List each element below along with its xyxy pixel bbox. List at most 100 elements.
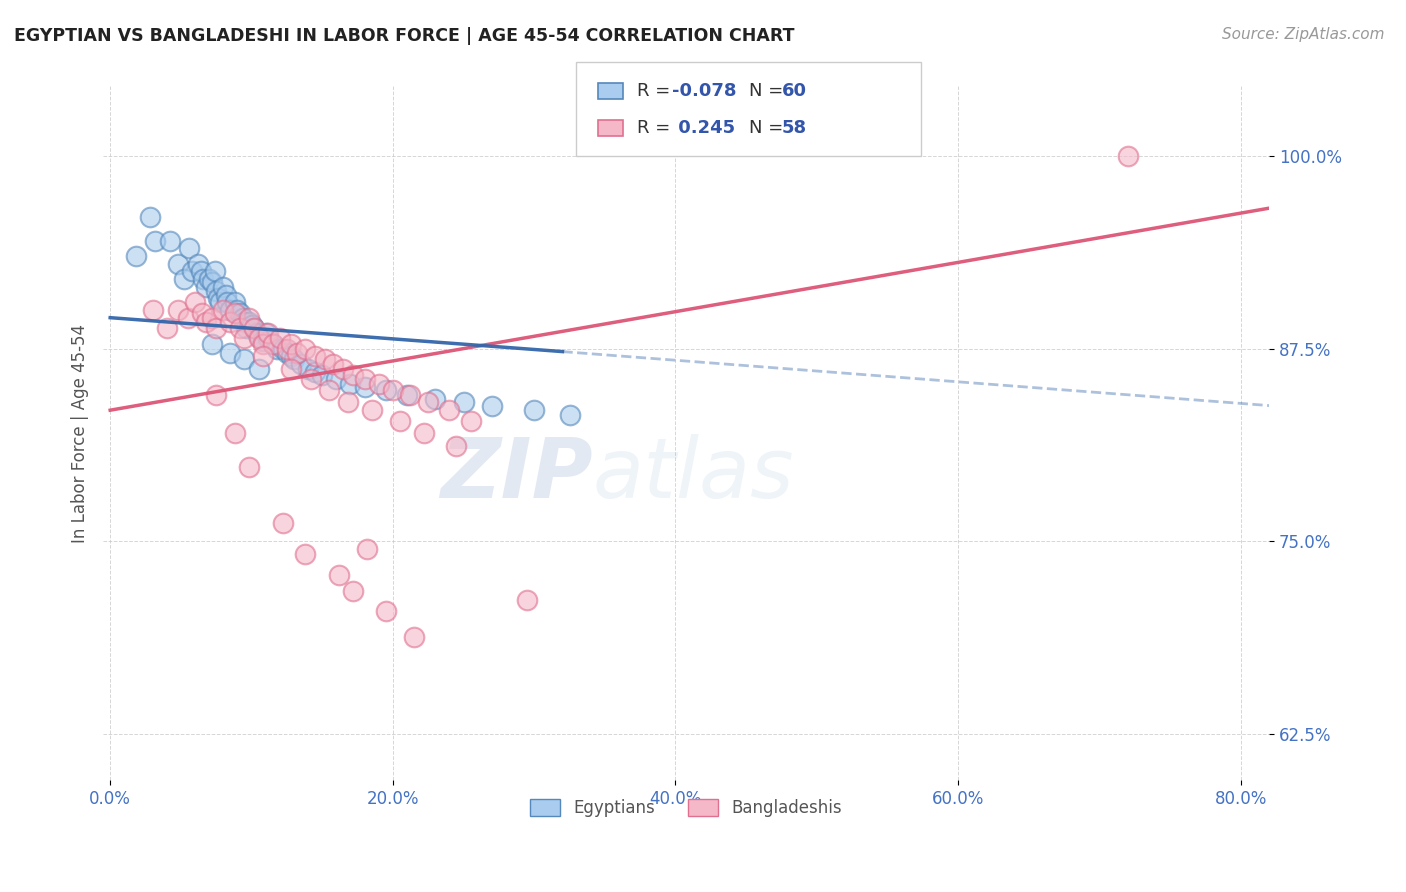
Point [374, 383, 396, 397]
Point [328, 568, 350, 582]
Point [276, 346, 298, 360]
Point [219, 346, 242, 360]
Point [201, 310, 224, 325]
Legend: Egyptians, Bangladeshis: Egyptians, Bangladeshis [523, 792, 849, 824]
Y-axis label: In Labor Force | Age 45-54: In Labor Force | Age 45-54 [72, 324, 89, 543]
Point [252, 337, 274, 351]
Point [254, 326, 277, 340]
Point [205, 321, 228, 335]
Point [339, 376, 361, 391]
Point [201, 337, 224, 351]
Point [356, 541, 378, 556]
Point [217, 295, 239, 310]
Text: -0.078: -0.078 [672, 82, 737, 100]
Point [398, 388, 420, 402]
Point [285, 346, 308, 360]
Point [395, 388, 418, 402]
Point [280, 361, 302, 376]
Point [290, 357, 312, 371]
Point [233, 352, 256, 367]
Point [247, 361, 270, 376]
Point [198, 272, 221, 286]
Point [212, 302, 235, 317]
Point [314, 352, 336, 367]
Point [247, 331, 270, 345]
Point [311, 368, 333, 382]
Point [207, 291, 229, 305]
Point [246, 326, 269, 340]
Point [276, 342, 298, 356]
Point [262, 337, 284, 351]
Point [413, 426, 436, 441]
Point [322, 357, 344, 371]
Point [201, 275, 224, 289]
Point [209, 295, 232, 310]
Point [516, 593, 538, 607]
Point [205, 388, 228, 402]
Point [195, 280, 218, 294]
Text: N =: N = [749, 82, 789, 100]
Point [156, 321, 179, 335]
Point [252, 349, 274, 363]
Point [446, 439, 468, 453]
Point [269, 331, 291, 345]
Point [139, 211, 162, 225]
Point [238, 315, 260, 329]
Point [297, 361, 319, 376]
Text: R =: R = [637, 82, 676, 100]
Point [177, 310, 200, 325]
Point [243, 321, 266, 335]
Text: atlas: atlas [593, 434, 794, 516]
Text: ZIP: ZIP [440, 434, 593, 516]
Point [219, 315, 242, 329]
Point [425, 392, 447, 407]
Point [332, 361, 354, 376]
Point [453, 395, 475, 409]
Point [167, 257, 190, 271]
Point [294, 342, 316, 356]
Point [325, 372, 347, 386]
Point [224, 306, 246, 320]
Point [1116, 149, 1139, 163]
Point [304, 349, 326, 363]
Point [353, 380, 375, 394]
Point [283, 352, 305, 367]
Point [181, 264, 204, 278]
Point [367, 376, 389, 391]
Text: 58: 58 [782, 119, 807, 136]
Point [299, 372, 322, 386]
Point [226, 302, 249, 317]
Point [243, 321, 266, 335]
Point [257, 326, 280, 340]
Text: Source: ZipAtlas.com: Source: ZipAtlas.com [1222, 27, 1385, 42]
Point [235, 321, 257, 335]
Point [204, 264, 226, 278]
Point [418, 395, 440, 409]
Point [342, 583, 364, 598]
Point [229, 321, 252, 335]
Point [190, 264, 212, 278]
Point [342, 368, 364, 382]
Point [179, 241, 201, 255]
Point [187, 257, 209, 271]
Point [249, 331, 271, 345]
Point [224, 295, 246, 310]
Point [238, 310, 260, 325]
Text: EGYPTIAN VS BANGLADESHI IN LABOR FORCE | AGE 45-54 CORRELATION CHART: EGYPTIAN VS BANGLADESHI IN LABOR FORCE |… [14, 27, 794, 45]
Point [294, 547, 316, 561]
Point [173, 272, 195, 286]
Point [388, 414, 411, 428]
Point [233, 331, 256, 345]
Point [381, 383, 404, 397]
Point [266, 342, 288, 356]
Point [304, 365, 326, 379]
Point [439, 403, 461, 417]
Point [353, 372, 375, 386]
Point [233, 315, 256, 329]
Point [460, 414, 482, 428]
Point [238, 460, 260, 475]
Point [280, 349, 302, 363]
Point [336, 395, 359, 409]
Point [257, 331, 280, 345]
Point [252, 334, 274, 348]
